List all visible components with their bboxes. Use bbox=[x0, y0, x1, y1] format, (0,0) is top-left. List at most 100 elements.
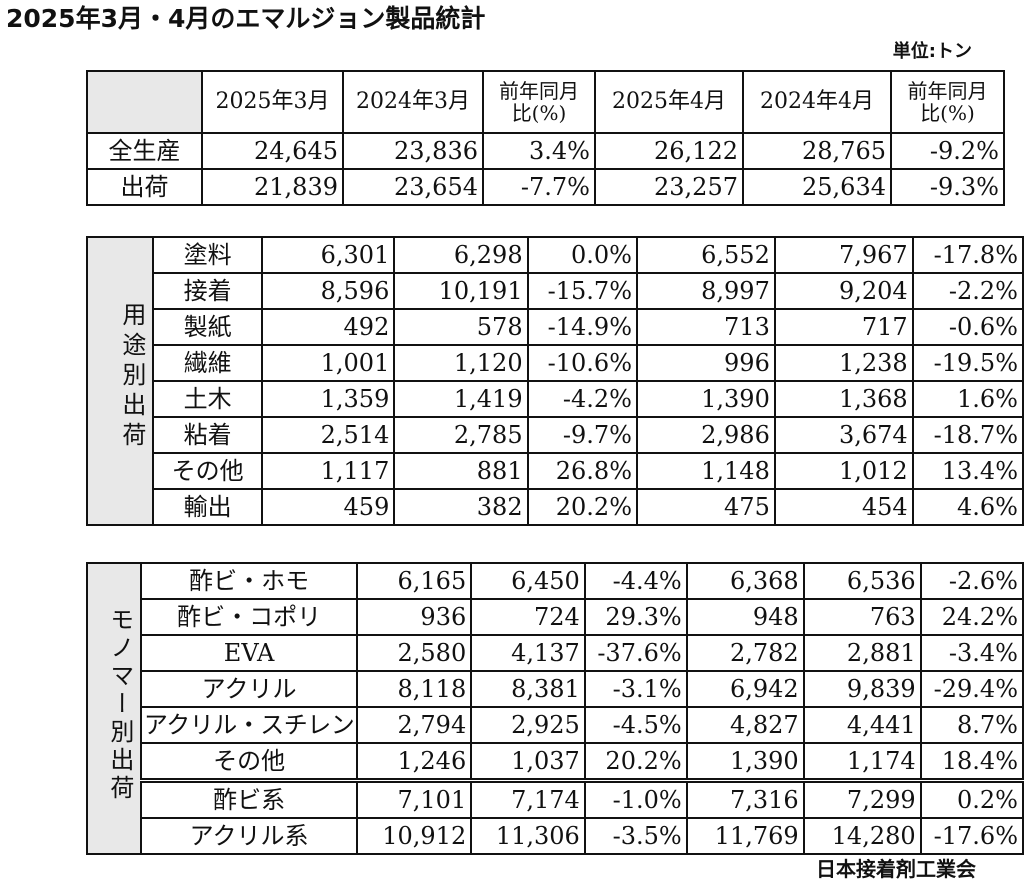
table-row: 酢ビ系 7,101 7,174 -1.0% 7,316 7,299 0.2% bbox=[87, 778, 1024, 819]
cell: 29.3% bbox=[583, 598, 688, 636]
row-label: 製紙 bbox=[151, 308, 264, 346]
table-row: 粘着 2,514 2,785 -9.7% 2,986 3,674 -18.7% bbox=[87, 416, 1024, 454]
cell: 1,238 bbox=[773, 344, 914, 382]
cell: -18.7% bbox=[911, 416, 1024, 454]
col-header-2024-03: 2024年3月 bbox=[342, 70, 484, 134]
cell: 28,765 bbox=[742, 132, 892, 170]
cell: 8.7% bbox=[919, 706, 1024, 744]
cell: -4.2% bbox=[526, 380, 639, 418]
row-label: 粘着 bbox=[151, 416, 264, 454]
cell: -9.2% bbox=[890, 132, 1005, 170]
table-row: 土木 1,359 1,419 -4.2% 1,390 1,368 1.6% bbox=[87, 380, 1024, 418]
row-label: 酢ビ・ホモ bbox=[139, 562, 359, 600]
row-label: 繊維 bbox=[151, 344, 264, 382]
cell: 1,148 bbox=[636, 452, 776, 490]
cell: -9.7% bbox=[526, 416, 639, 454]
cell: 6,536 bbox=[802, 562, 922, 600]
cell: 2,785 bbox=[393, 416, 529, 454]
cell: 454 bbox=[773, 488, 914, 526]
cell: -10.6% bbox=[526, 344, 639, 382]
cell: 7,316 bbox=[685, 778, 805, 819]
cell: 6,552 bbox=[636, 236, 776, 274]
cell: 23,836 bbox=[342, 132, 484, 170]
cell: 1,001 bbox=[261, 344, 396, 382]
cell: -17.8% bbox=[911, 236, 1024, 274]
cell: 1,012 bbox=[773, 452, 914, 490]
cell: 8,381 bbox=[470, 670, 586, 708]
table-row: アクリル 8,118 8,381 -3.1% 6,942 9,839 -29.4… bbox=[87, 670, 1024, 708]
cell: 948 bbox=[685, 598, 805, 636]
cell: 4,441 bbox=[802, 706, 922, 744]
yoy-line2: 比(%) bbox=[511, 101, 567, 125]
source-label: 日本接着剤工業会 bbox=[816, 857, 976, 881]
cell: 26.8% bbox=[526, 452, 639, 490]
cell: 713 bbox=[636, 308, 776, 346]
cell: -9.3% bbox=[890, 168, 1005, 206]
cell: 881 bbox=[393, 452, 529, 490]
cell: 23,654 bbox=[342, 168, 484, 206]
row-label: 土木 bbox=[151, 380, 264, 418]
col-header-2024-04: 2024年4月 bbox=[742, 70, 892, 134]
cell: 13.4% bbox=[911, 452, 1024, 490]
cell: -2.6% bbox=[919, 562, 1024, 600]
row-label: 酢ビ系 bbox=[139, 778, 359, 819]
cell: 8,997 bbox=[636, 272, 776, 310]
cell: -3.5% bbox=[583, 817, 688, 855]
cell: 2,881 bbox=[802, 634, 922, 672]
row-label: その他 bbox=[151, 452, 264, 490]
cell: 9,839 bbox=[802, 670, 922, 708]
cell: 763 bbox=[802, 598, 922, 636]
col-header-yoy-march: 前年同月 比(%) bbox=[482, 70, 596, 134]
row-label: 出荷 bbox=[86, 168, 203, 206]
summary-table: 2025年3月 2024年3月 前年同月 比(%) 2025年4月 2024年4月… bbox=[86, 70, 1005, 206]
row-label: アクリル bbox=[139, 670, 359, 708]
cell: 23,257 bbox=[594, 168, 744, 206]
cell: 4,137 bbox=[470, 634, 586, 672]
cell: 3,674 bbox=[773, 416, 914, 454]
cell: -17.6% bbox=[919, 817, 1024, 855]
row-label: 接着 bbox=[151, 272, 264, 310]
cell: 6,942 bbox=[685, 670, 805, 708]
cell: 7,967 bbox=[773, 236, 914, 274]
cell: 26,122 bbox=[594, 132, 744, 170]
cell: 25,634 bbox=[742, 168, 892, 206]
table-row: その他 1,246 1,037 20.2% 1,390 1,174 18.4% bbox=[87, 742, 1024, 782]
cell: 1,174 bbox=[802, 742, 922, 782]
row-label: アクリル系 bbox=[139, 817, 359, 855]
cell: 1,117 bbox=[261, 452, 396, 490]
cell: -15.7% bbox=[526, 272, 639, 310]
cell: 2,794 bbox=[356, 706, 473, 744]
cell: 996 bbox=[636, 344, 776, 382]
cell: 459 bbox=[261, 488, 396, 526]
cell: 14,280 bbox=[802, 817, 922, 855]
cell: 11,306 bbox=[470, 817, 586, 855]
col-header-2025-03: 2025年3月 bbox=[201, 70, 344, 134]
row-label: 全生産 bbox=[86, 132, 203, 170]
cell: 6,368 bbox=[685, 562, 805, 600]
cell: -7.7% bbox=[482, 168, 596, 206]
yoy-line2: 比(%) bbox=[920, 101, 975, 125]
table-row: 用途別出荷 塗料 6,301 6,298 0.0% 6,552 7,967 -1… bbox=[86, 236, 1024, 526]
table-row: その他 1,117 881 26.8% 1,148 1,012 13.4% bbox=[87, 452, 1024, 490]
cell: 4.6% bbox=[911, 488, 1024, 526]
cell: 10,191 bbox=[393, 272, 529, 310]
cell: -1.0% bbox=[583, 778, 688, 819]
row-label: その他 bbox=[139, 742, 359, 782]
cell: 6,301 bbox=[261, 236, 396, 274]
cell: 18.4% bbox=[919, 742, 1024, 782]
table-row: 輸出 459 382 20.2% 475 454 4.6% bbox=[87, 488, 1024, 526]
table-row: 出荷 21,839 23,654 -7.7% 23,257 25,634 -9.… bbox=[86, 168, 1005, 206]
cell: 0.2% bbox=[919, 778, 1024, 819]
cell: 24.2% bbox=[919, 598, 1024, 636]
cell: 1.6% bbox=[911, 380, 1024, 418]
table-row: 酢ビ・コポリ 936 724 29.3% 948 763 24.2% bbox=[87, 598, 1024, 636]
cell: -4.5% bbox=[583, 706, 688, 744]
cell: 724 bbox=[470, 598, 586, 636]
cell: 21,839 bbox=[201, 168, 344, 206]
cell: -19.5% bbox=[911, 344, 1024, 382]
cell: 7,101 bbox=[356, 778, 473, 819]
table-row: アクリル系 10,912 11,306 -3.5% 11,769 14,280 … bbox=[87, 817, 1024, 855]
cell: 2,986 bbox=[636, 416, 776, 454]
by-monomer-table: モノマー別出荷 酢ビ・ホモ 6,165 6,450 -4.4% 6,368 6,… bbox=[86, 562, 1024, 855]
cell: 8,596 bbox=[261, 272, 396, 310]
